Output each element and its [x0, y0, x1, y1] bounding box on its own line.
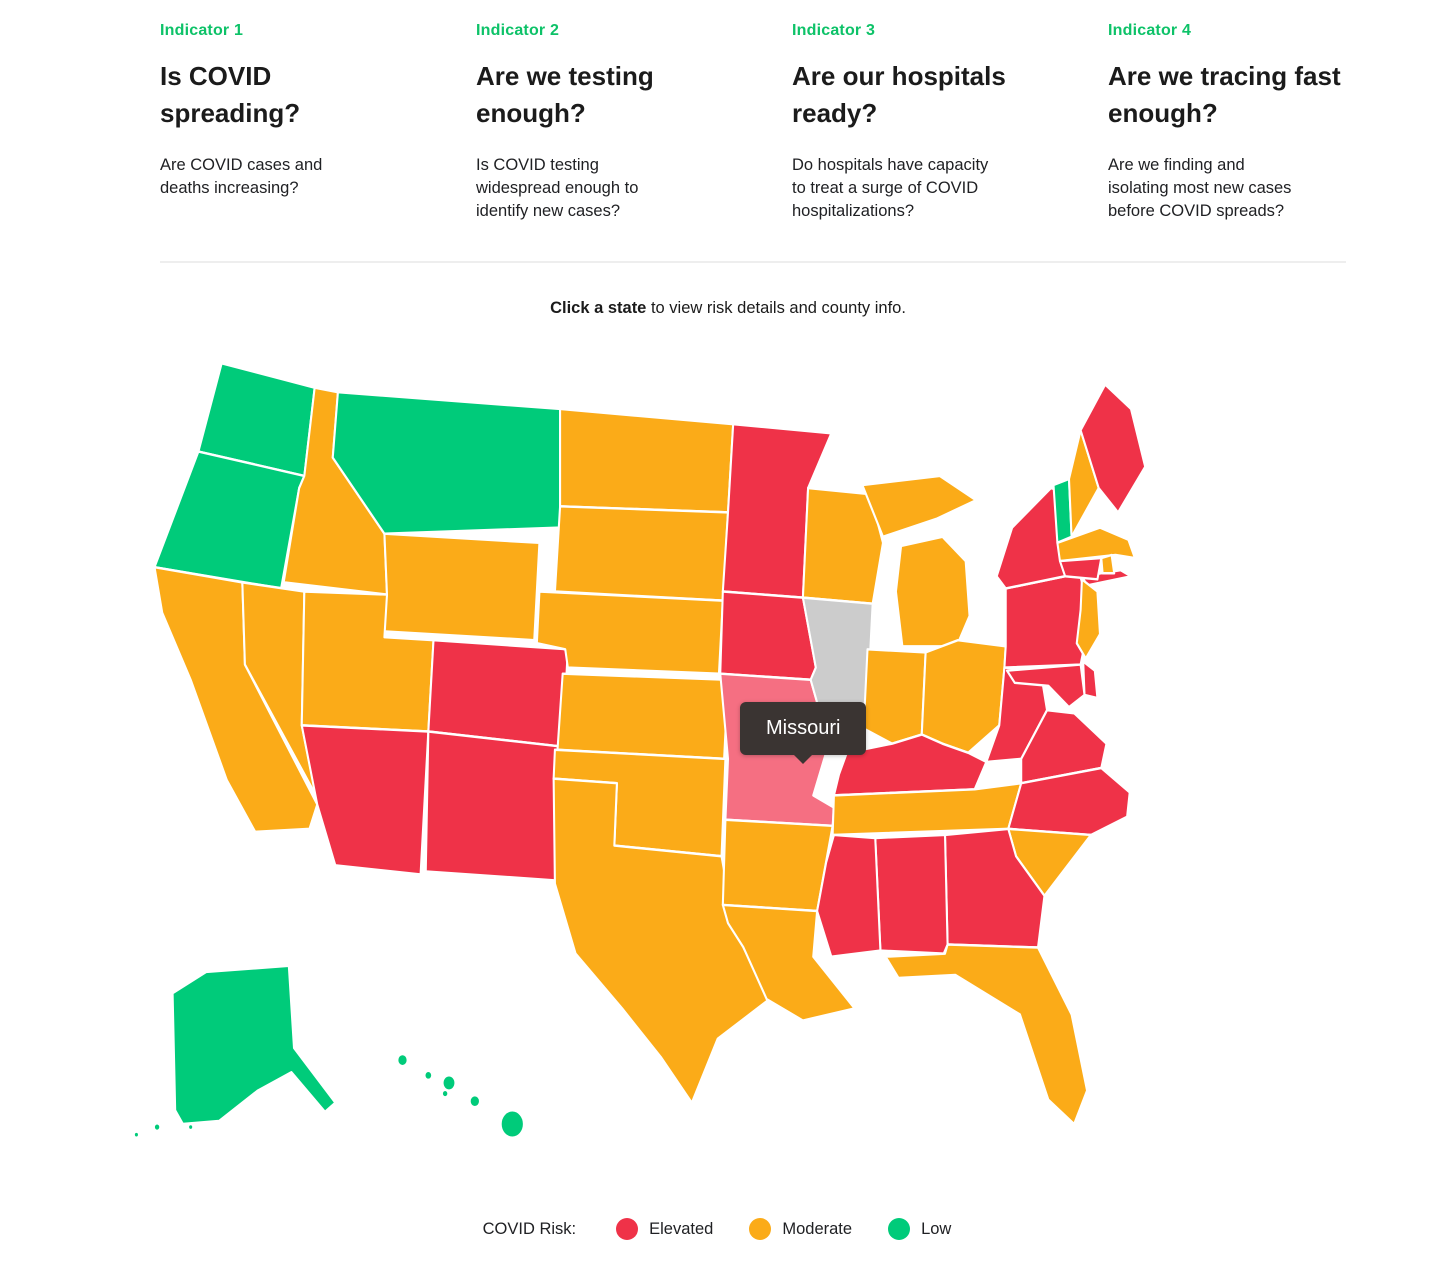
state-tooltip: Missouri — [740, 702, 867, 764]
state-MI[interactable] — [894, 535, 971, 648]
legend-item-low-label: Low — [921, 1219, 952, 1238]
indicator-3-label: Indicator 3 — [792, 22, 876, 39]
risk-legend: COVID Risk: Elevated Moderate Low — [0, 1218, 1456, 1240]
state-TX[interactable] — [552, 777, 771, 1104]
state-ME[interactable] — [1079, 383, 1147, 514]
state-AK-island-1[interactable] — [152, 1122, 162, 1133]
indicator-2-label: Indicator 2 — [476, 22, 560, 39]
state-FL[interactable] — [884, 943, 1089, 1126]
state-HI-island-4[interactable] — [440, 1088, 450, 1099]
state-KY[interactable] — [832, 733, 988, 797]
header-divider — [160, 261, 1346, 263]
state-NM[interactable] — [424, 730, 564, 882]
state-WI[interactable] — [801, 486, 885, 605]
map-instruction-rest: to view risk details and county info. — [646, 299, 906, 317]
state-AK-island-2[interactable] — [132, 1130, 141, 1139]
legend-item-moderate: Moderate — [749, 1218, 852, 1240]
indicator-3-title: Are our hospitals ready? — [792, 61, 1006, 128]
indicator-4-title: Are we tracing fast enough? — [1108, 61, 1341, 128]
state-AK-island-3[interactable] — [187, 1122, 195, 1132]
state-SD[interactable] — [553, 505, 730, 602]
state-HI-island-3[interactable] — [441, 1074, 457, 1092]
state-PA[interactable] — [1003, 572, 1092, 669]
indicator-1-description: Are COVID cases and deaths increasing? — [160, 156, 323, 197]
legend-item-moderate-label: Moderate — [782, 1219, 853, 1238]
state-HI-island-2[interactable] — [423, 1069, 434, 1082]
state-RI[interactable] — [1100, 553, 1116, 575]
state-HI-island-1[interactable] — [396, 1052, 409, 1068]
state-NJ[interactable] — [1075, 578, 1102, 660]
state-HI-island-6[interactable] — [499, 1109, 525, 1139]
state-ND[interactable] — [559, 407, 735, 514]
state-CT[interactable] — [1058, 556, 1103, 581]
state-tooltip-text: Missouri — [766, 717, 841, 739]
moderate-dot-icon — [749, 1218, 772, 1240]
legend-item-elevated: Elevated — [616, 1218, 713, 1240]
legend-item-low: Low — [888, 1218, 951, 1240]
indicator-1-label: Indicator 1 — [160, 22, 244, 39]
state-MS[interactable] — [816, 833, 882, 958]
legend-item-elevated-label: Elevated — [649, 1219, 714, 1238]
state-HI-island-5[interactable] — [468, 1093, 482, 1109]
indicator-3: Indicator 3 Are our hospitals ready? Do … — [792, 22, 1108, 223]
state-WY[interactable] — [378, 532, 541, 642]
indicator-2-description: Is COVID testing widespread enough to id… — [476, 156, 639, 220]
elevated-dot-icon — [616, 1218, 639, 1240]
indicator-2-title: Are we testing enough? — [476, 61, 654, 128]
us-risk-map-svg — [132, 362, 1147, 1139]
state-CO[interactable] — [427, 638, 569, 748]
state-LA[interactable] — [721, 903, 856, 1022]
state-IA[interactable] — [719, 590, 817, 681]
state-AZ[interactable] — [300, 724, 430, 876]
state-MI-UP[interactable] — [861, 474, 978, 538]
state-KS[interactable] — [556, 672, 730, 761]
indicator-2: Indicator 2 Are we testing enough? Is CO… — [476, 22, 792, 223]
indicator-1: Indicator 1 Is COVID spreading? Are COVI… — [160, 22, 476, 223]
low-dot-icon — [888, 1218, 911, 1240]
indicator-4: Indicator 4 Are we tracing fast enough? … — [1108, 22, 1424, 223]
state-AK[interactable] — [171, 964, 337, 1126]
us-risk-map: Missouri — [108, 342, 1348, 1194]
indicator-header: Indicator 1 Is COVID spreading? Are COVI… — [160, 0, 1456, 223]
state-MT[interactable] — [331, 390, 562, 535]
state-AL[interactable] — [874, 833, 949, 955]
state-OH[interactable] — [920, 638, 1007, 755]
state-IN[interactable] — [862, 648, 927, 745]
state-DE[interactable] — [1082, 660, 1099, 700]
legend-title: COVID Risk: — [482, 1219, 577, 1238]
indicator-3-description: Do hospitals have capacity to treat a su… — [792, 156, 989, 220]
map-instruction-bold: Click a state — [550, 299, 647, 317]
map-instruction: Click a state to view risk details and c… — [0, 299, 1456, 318]
state-AR[interactable] — [721, 818, 834, 913]
indicator-1-title: Is COVID spreading? — [160, 61, 301, 128]
state-OR[interactable] — [153, 450, 306, 590]
indicator-4-description: Are we finding and isolating most new ca… — [1108, 156, 1292, 220]
state-MD[interactable] — [1005, 663, 1086, 709]
indicator-4-label: Indicator 4 — [1108, 22, 1192, 39]
